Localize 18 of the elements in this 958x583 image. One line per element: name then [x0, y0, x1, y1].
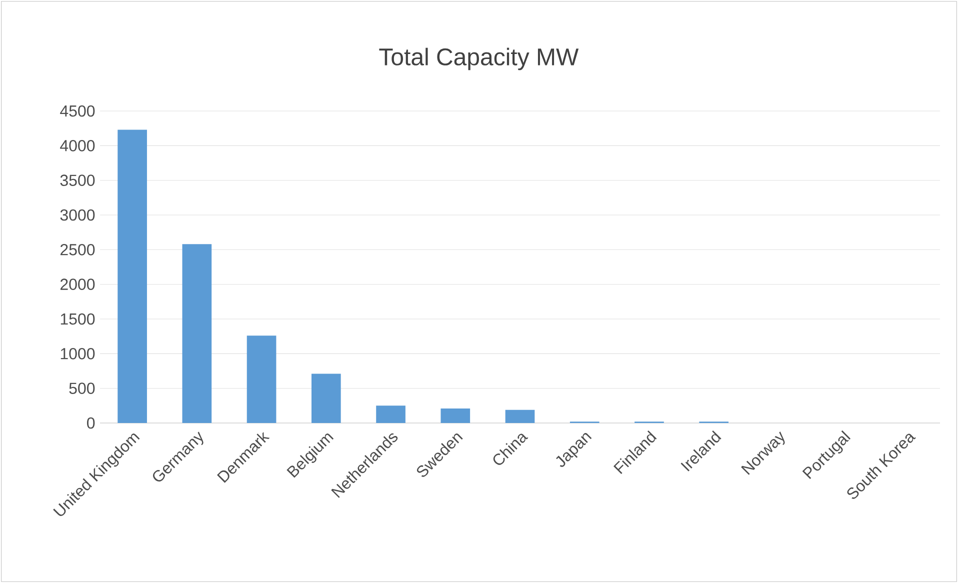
y-tick-label: 4500	[60, 105, 95, 117]
y-tick-label: 2000	[60, 278, 95, 290]
bar	[376, 406, 406, 424]
y-tick-label: 1500	[60, 313, 95, 325]
bar	[505, 410, 535, 424]
y-tick-label: 0	[87, 417, 95, 429]
bar	[182, 244, 212, 424]
bar	[311, 374, 341, 424]
y-tick-label: 1000	[60, 348, 95, 360]
bar	[118, 130, 147, 424]
chart-title: Total Capacity MW	[379, 48, 579, 70]
bar	[246, 336, 276, 424]
bar	[440, 408, 470, 424]
y-tick-label: 3000	[60, 209, 95, 221]
y-tick-label: 4000	[60, 140, 95, 152]
y-tick-label: 500	[69, 382, 95, 394]
y-tick-label: 3500	[60, 174, 95, 186]
y-tick-label: 2500	[60, 244, 95, 256]
